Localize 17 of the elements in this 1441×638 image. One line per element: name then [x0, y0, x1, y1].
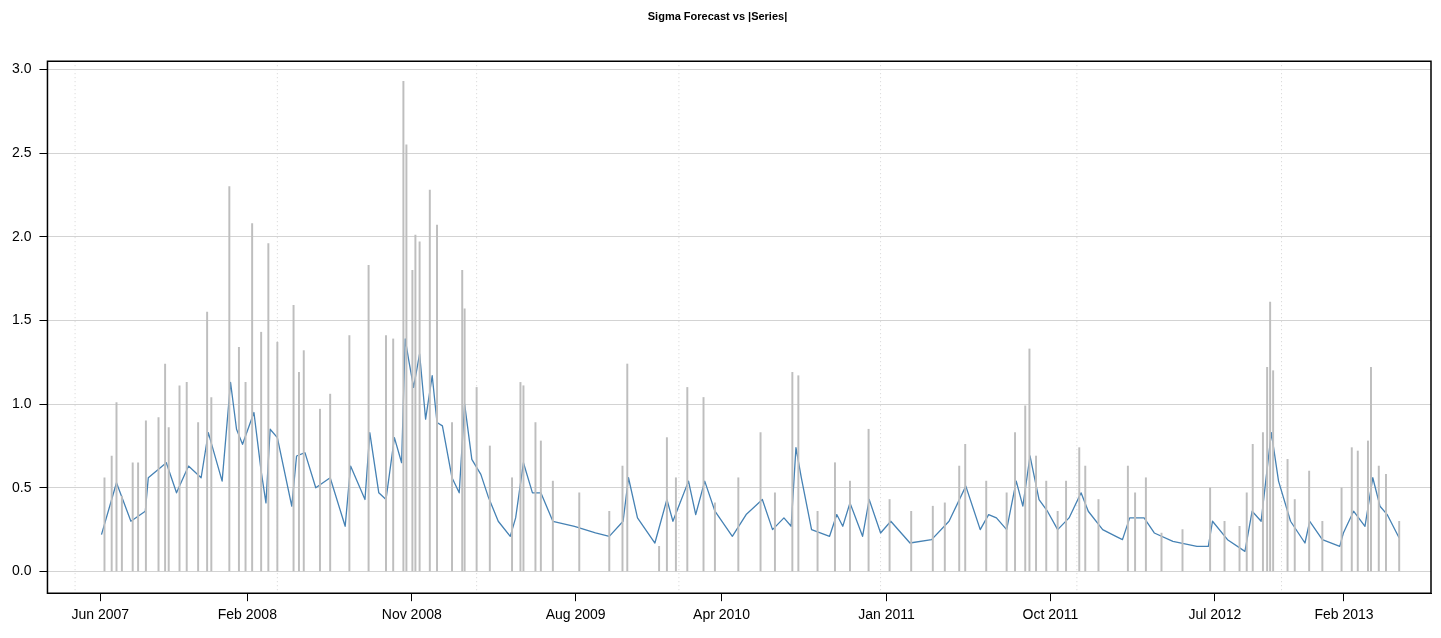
x-tick-label: Aug 2009 [545, 606, 606, 623]
x-tick-label: Jun 2007 [71, 606, 130, 623]
x-tick-label: Apr 2010 [693, 606, 751, 623]
y-tick-label: 0.0 [11, 562, 32, 579]
x-tick-label: Feb 2013 [1314, 606, 1374, 623]
y-tick-label: 0.5 [11, 478, 32, 495]
x-tick-label: Feb 2008 [217, 606, 278, 623]
chart-title: Sigma Forecast vs |Series| [647, 9, 788, 22]
y-tick-label: 2.5 [11, 144, 32, 161]
y-tick-label: 3.0 [11, 60, 32, 77]
x-tick-label: Jan 2011 [858, 606, 916, 623]
x-tick-label: Jul 2012 [1188, 606, 1242, 623]
x-tick-label: Nov 2008 [381, 606, 442, 623]
y-tick-label: 1.0 [11, 395, 32, 412]
y-tick-label: 2.0 [11, 227, 32, 244]
y-tick-label: 1.5 [11, 311, 32, 328]
x-tick-label: Oct 2011 [1022, 606, 1079, 623]
